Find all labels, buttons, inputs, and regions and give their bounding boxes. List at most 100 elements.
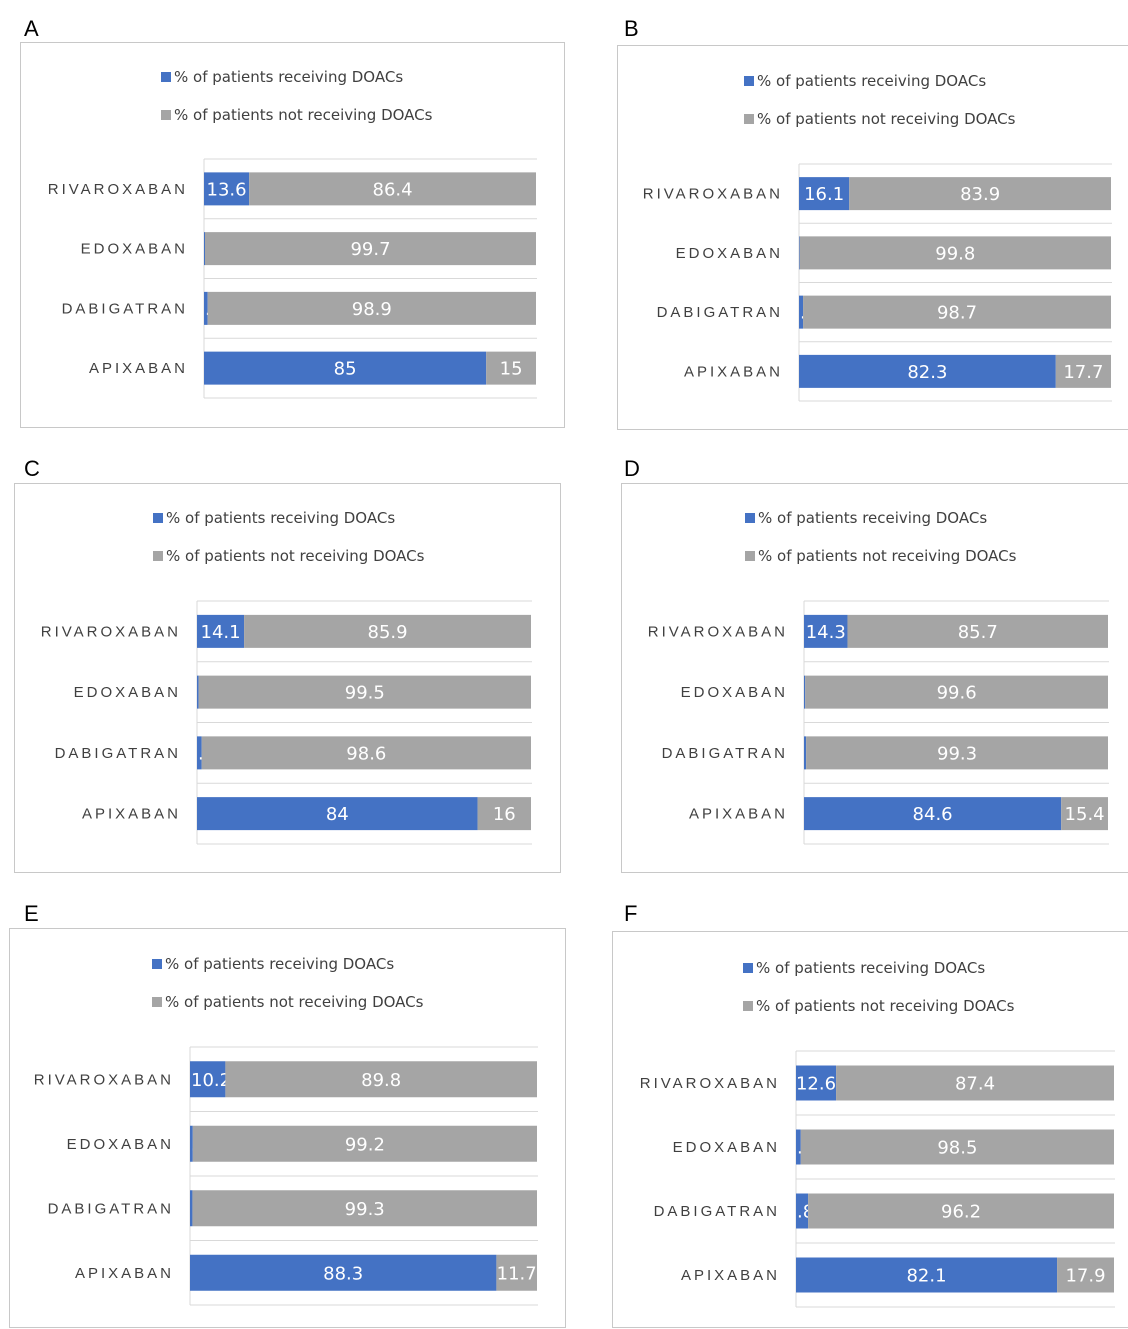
category-label: RIVAROXABAN (640, 1075, 780, 1092)
category-label: RIVAROXABAN (34, 1071, 174, 1088)
data-label: 98.6 (346, 743, 386, 764)
data-label: 82.1 (906, 1266, 946, 1287)
bar-receiving (804, 736, 807, 770)
bar-receiving (204, 232, 205, 266)
legend-swatch (744, 114, 754, 124)
bar-receiving (799, 295, 804, 329)
chart-panel-b: % of patients receiving DOACs % of patien… (617, 45, 1128, 430)
data-label: 99.2 (345, 1134, 385, 1155)
category-label: DABIGATRAN (48, 1200, 174, 1217)
chart-svg: % of patients receiving DOACs % of patien… (34, 955, 538, 1306)
legend-swatch (153, 513, 163, 523)
bar-not-receiving (1057, 1257, 1114, 1293)
bar-not-receiving (1061, 797, 1108, 831)
legend-label: % of patients receiving DOACs (758, 509, 987, 527)
legend-label: % of patients receiving DOACs (166, 509, 395, 527)
legend-swatch (744, 76, 754, 86)
data-label: 82.3 (907, 362, 947, 383)
category-label: RIVAROXABAN (41, 623, 181, 640)
data-label: 85.9 (368, 622, 408, 643)
bar-receiving (204, 351, 487, 385)
chart-svg: % of patients receiving DOACs % of patien… (41, 509, 532, 845)
category-label: DABIGATRAN (62, 300, 188, 317)
category-label: DABIGATRAN (662, 745, 788, 762)
legend-swatch (153, 551, 163, 561)
category-label: EDOXABAN (81, 241, 188, 258)
bar-not-receiving (805, 675, 1108, 709)
bar-not-receiving (192, 1125, 537, 1162)
data-label: 99.3 (345, 1199, 385, 1220)
legend-swatch (152, 997, 162, 1007)
bar-not-receiving (192, 1190, 537, 1227)
bar-receiving (799, 354, 1056, 388)
data-label: 16.1 (804, 184, 844, 205)
bar-not-receiving (799, 236, 1111, 270)
bar-not-receiving (800, 1129, 1114, 1165)
legend-swatch (745, 551, 755, 561)
bar-receiving (796, 1065, 837, 1101)
bar-receiving (796, 1129, 801, 1165)
category-label: RIVAROXABAN (48, 181, 188, 198)
category-label: RIVAROXABAN (643, 186, 783, 203)
bar-not-receiving (849, 177, 1111, 211)
data-label: 99.3 (937, 743, 977, 764)
panel-letter: C (24, 456, 40, 481)
data-label: 15.4 (1065, 804, 1105, 825)
data-label: 88.3 (323, 1263, 363, 1284)
category-label: DABIGATRAN (55, 745, 181, 762)
data-label: 99.5 (345, 683, 385, 704)
category-label: APIXABAN (89, 360, 188, 377)
chart-panel-f: % of patients receiving DOACs % of patien… (612, 931, 1128, 1328)
data-label: 10.2 (191, 1070, 231, 1091)
bar-not-receiving (201, 736, 531, 770)
bar-receiving (804, 675, 806, 709)
bar-not-receiving (806, 736, 1108, 770)
panel-letter: D (624, 456, 640, 481)
bar-receiving (204, 291, 208, 325)
data-label: 12.6 (796, 1074, 836, 1095)
bar-not-receiving (808, 1193, 1114, 1229)
category-label: APIXABAN (82, 806, 181, 823)
data-label: 99.6 (937, 683, 977, 704)
bar-not-receiving (496, 1254, 537, 1291)
data-label: 84.6 (913, 804, 953, 825)
bar-receiving (197, 614, 245, 648)
legend-label: % of patients not receiving DOACs (166, 547, 425, 565)
bar-not-receiving (249, 172, 537, 206)
legend-label: % of patients not receiving DOACs (756, 997, 1015, 1015)
data-label: 15 (500, 359, 523, 380)
category-label: EDOXABAN (67, 1136, 174, 1153)
data-label: 87.4 (955, 1074, 995, 1095)
legend-swatch (743, 963, 753, 973)
chart-svg: % of patients receiving DOACs % of patien… (48, 68, 537, 399)
data-label: 85.7 (958, 622, 998, 643)
chart-svg: % of patients receiving DOACs % of patien… (643, 72, 1112, 402)
data-label: 14.1 (201, 622, 241, 643)
legend-label: % of patients receiving DOACs (756, 959, 985, 977)
bar-receiving (190, 1125, 193, 1162)
legend-swatch (152, 959, 162, 969)
data-label: 11.7 (497, 1263, 537, 1284)
bar-receiving (804, 614, 848, 648)
panel-letter: E (24, 901, 39, 926)
legend-label: % of patients receiving DOACs (174, 68, 403, 86)
bar-receiving (799, 177, 850, 211)
bar-receiving (204, 172, 250, 206)
category-label: APIXABAN (681, 1267, 780, 1284)
panel-letter: A (24, 16, 39, 41)
bar-not-receiving (198, 675, 532, 709)
legend-label: % of patients receiving DOACs (165, 955, 394, 973)
data-label: 89.8 (361, 1070, 401, 1091)
chart-panel-e: % of patients receiving DOACs % of patien… (9, 928, 566, 1328)
category-label: APIXABAN (75, 1265, 174, 1282)
bar-receiving (190, 1254, 497, 1291)
data-label: 98.9 (352, 299, 392, 320)
category-label: EDOXABAN (681, 684, 788, 701)
data-label: 83.9 (960, 184, 1000, 205)
bar-not-receiving (207, 291, 537, 325)
bar-not-receiving (803, 295, 1111, 329)
bar-receiving (796, 1257, 1058, 1293)
data-label: 98.7 (937, 303, 977, 324)
data-label: 99.7 (350, 239, 390, 260)
data-label: 17.9 (1066, 1266, 1106, 1287)
